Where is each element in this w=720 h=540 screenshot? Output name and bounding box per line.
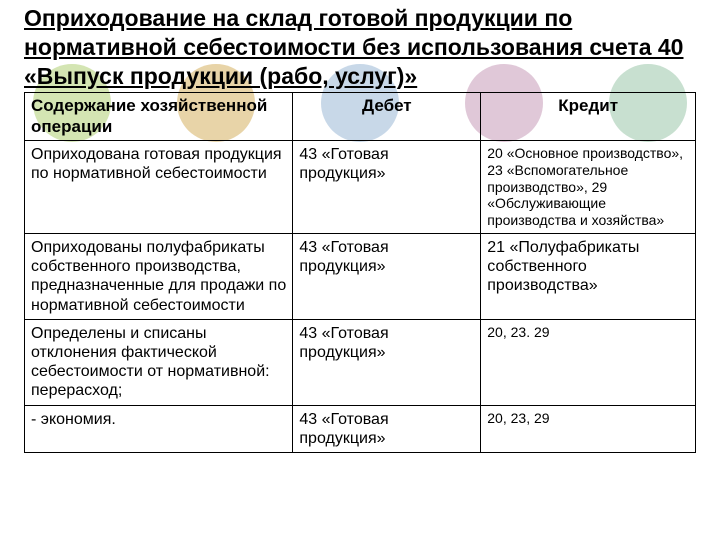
accounting-table: Содержание хозяйственной операции Дебет … <box>24 92 696 453</box>
col-header-debit: Дебет <box>293 93 481 141</box>
col-header-credit: Кредит <box>481 93 696 141</box>
cell-debit: 43 «Готовая продукция» <box>293 319 481 405</box>
cell-operation: - экономия. <box>25 405 293 452</box>
table-row: Оприходованы полуфабрикаты собственного … <box>25 234 696 320</box>
table-row: - экономия.43 «Готовая продукция»20, 23,… <box>25 405 696 452</box>
page-title: Оприходование на склад готовой продукции… <box>24 4 696 90</box>
cell-operation: Оприходована готовая продукция по нормат… <box>25 141 293 234</box>
cell-credit: 20 «Основное производство», 23 «Вспомога… <box>481 141 696 234</box>
cell-operation: Определены и списаны отклонения фактичес… <box>25 319 293 405</box>
cell-debit: 43 «Готовая продукция» <box>293 234 481 320</box>
cell-credit: 20, 23. 29 <box>481 319 696 405</box>
cell-credit: 20, 23, 29 <box>481 405 696 452</box>
cell-debit: 43 «Готовая продукция» <box>293 141 481 234</box>
col-header-operation: Содержание хозяйственной операции <box>25 93 293 141</box>
table-row: Оприходована готовая продукция по нормат… <box>25 141 696 234</box>
content-wrapper: Оприходование на склад готовой продукции… <box>0 0 720 453</box>
table-header-row: Содержание хозяйственной операции Дебет … <box>25 93 696 141</box>
cell-debit: 43 «Готовая продукция» <box>293 405 481 452</box>
cell-operation: Оприходованы полуфабрикаты собственного … <box>25 234 293 320</box>
table-row: Определены и списаны отклонения фактичес… <box>25 319 696 405</box>
cell-credit: 21 «Полуфабрикаты собственного производс… <box>481 234 696 320</box>
